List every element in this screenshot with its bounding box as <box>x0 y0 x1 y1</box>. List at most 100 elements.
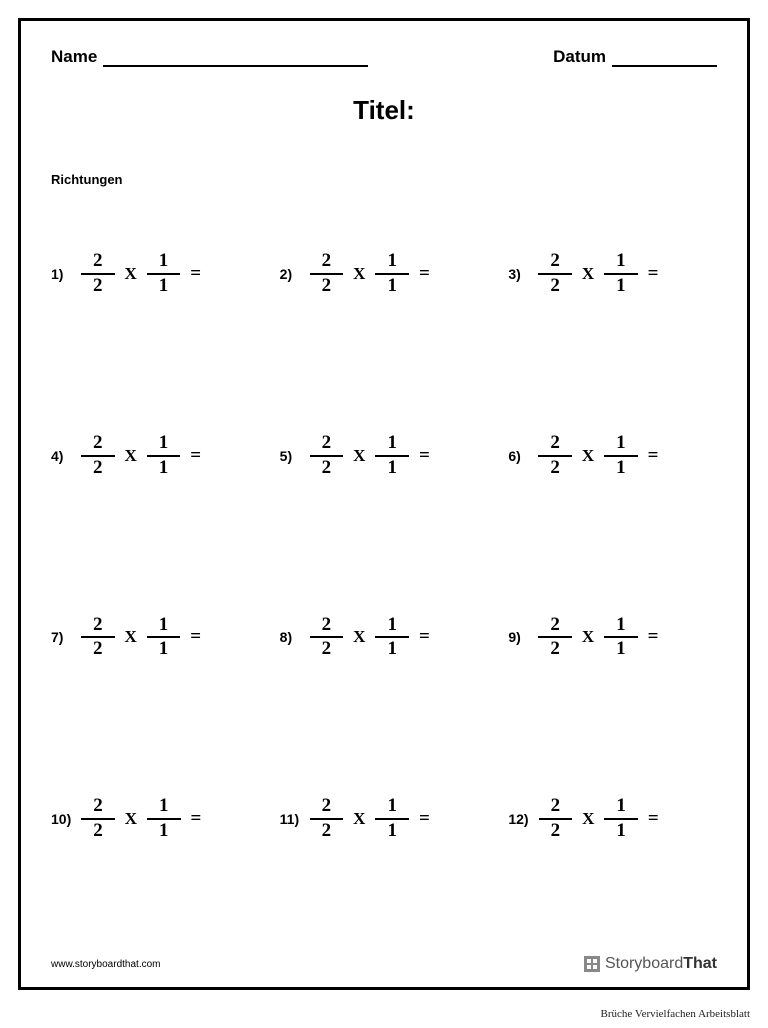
numerator: 1 <box>604 433 638 455</box>
multiply-operator: X <box>125 264 137 284</box>
multiply-operator: X <box>582 446 594 466</box>
numerator: 2 <box>310 433 344 455</box>
fraction-1: 22 <box>310 796 344 842</box>
fraction-2: 11 <box>375 796 409 842</box>
problem-10: 10)22X11= <box>51 796 260 842</box>
fraction-1: 22 <box>538 433 572 479</box>
multiply-operator: X <box>125 627 137 647</box>
numerator: 1 <box>604 796 638 818</box>
multiply-operator: X <box>353 264 365 284</box>
date-field: Datum <box>553 47 717 67</box>
denominator: 1 <box>375 273 409 297</box>
numerator: 2 <box>310 615 344 637</box>
fraction-1: 22 <box>310 251 344 297</box>
problem-1: 1)22X11= <box>51 251 260 297</box>
worksheet-page: Name Datum Titel: Richtungen 1)22X11=2)2… <box>18 18 750 990</box>
fraction-2: 11 <box>604 615 638 661</box>
page-title: Titel: <box>51 95 717 126</box>
logo-text-bold: That <box>683 955 717 973</box>
problem-number: 4) <box>51 448 71 464</box>
numerator: 1 <box>375 796 409 818</box>
numerator: 2 <box>538 251 572 273</box>
problem-number: 7) <box>51 629 71 645</box>
equals-sign: = <box>648 808 659 830</box>
fraction-2: 11 <box>147 251 181 297</box>
denominator: 1 <box>604 273 638 297</box>
problem-4: 4)22X11= <box>51 433 260 479</box>
date-label: Datum <box>553 47 606 67</box>
fraction-2: 11 <box>375 433 409 479</box>
date-input-line[interactable] <box>612 65 717 67</box>
fraction-1: 22 <box>310 615 344 661</box>
problem-12: 12)22X11= <box>508 796 717 842</box>
problem-number: 12) <box>508 811 528 827</box>
denominator: 2 <box>539 818 573 842</box>
problem-6: 6)22X11= <box>508 433 717 479</box>
fraction-1: 22 <box>538 251 572 297</box>
numerator: 2 <box>538 615 572 637</box>
problem-number: 3) <box>508 266 528 282</box>
denominator: 2 <box>310 818 344 842</box>
problem-5: 5)22X11= <box>280 433 489 479</box>
numerator: 2 <box>81 796 115 818</box>
name-field: Name <box>51 47 368 67</box>
problems-grid: 1)22X11=2)22X11=3)22X11=4)22X11=5)22X11=… <box>51 251 717 842</box>
denominator: 1 <box>375 455 409 479</box>
header-row: Name Datum <box>51 47 717 67</box>
problem-number: 11) <box>280 811 300 827</box>
denominator: 1 <box>604 636 638 660</box>
numerator: 1 <box>147 433 181 455</box>
denominator: 1 <box>604 818 638 842</box>
numerator: 1 <box>147 796 181 818</box>
numerator: 1 <box>375 433 409 455</box>
denominator: 2 <box>538 636 572 660</box>
equals-sign: = <box>648 626 659 648</box>
fraction-1: 22 <box>81 796 115 842</box>
denominator: 1 <box>604 455 638 479</box>
numerator: 1 <box>375 251 409 273</box>
problem-number: 5) <box>280 448 300 464</box>
numerator: 1 <box>604 615 638 637</box>
denominator: 1 <box>147 455 181 479</box>
problem-number: 10) <box>51 811 71 827</box>
equals-sign: = <box>648 263 659 285</box>
name-input-line[interactable] <box>103 65 368 67</box>
numerator: 2 <box>538 433 572 455</box>
equals-sign: = <box>190 263 201 285</box>
fraction-2: 11 <box>375 251 409 297</box>
problem-number: 9) <box>508 629 528 645</box>
fraction-1: 22 <box>81 433 115 479</box>
problem-number: 2) <box>280 266 300 282</box>
denominator: 2 <box>81 818 115 842</box>
fraction-2: 11 <box>147 796 181 842</box>
fraction-1: 22 <box>81 615 115 661</box>
fraction-2: 11 <box>147 615 181 661</box>
numerator: 1 <box>147 251 181 273</box>
fraction-2: 11 <box>604 796 638 842</box>
equals-sign: = <box>190 626 201 648</box>
problem-2: 2)22X11= <box>280 251 489 297</box>
denominator: 2 <box>81 455 115 479</box>
fraction-2: 11 <box>375 615 409 661</box>
numerator: 1 <box>375 615 409 637</box>
numerator: 2 <box>310 251 344 273</box>
equals-sign: = <box>419 626 430 648</box>
denominator: 2 <box>538 455 572 479</box>
denominator: 1 <box>147 273 181 297</box>
numerator: 1 <box>604 251 638 273</box>
equals-sign: = <box>191 808 202 830</box>
fraction-2: 11 <box>604 433 638 479</box>
problem-11: 11)22X11= <box>280 796 489 842</box>
problem-number: 6) <box>508 448 528 464</box>
denominator: 2 <box>81 636 115 660</box>
denominator: 2 <box>310 455 344 479</box>
problem-9: 9)22X11= <box>508 615 717 661</box>
problem-number: 1) <box>51 266 71 282</box>
logo-text-light: Storyboard <box>605 955 683 973</box>
denominator: 1 <box>375 818 409 842</box>
multiply-operator: X <box>353 809 365 829</box>
footer-logo: StoryboardThat <box>584 955 717 973</box>
fraction-1: 22 <box>538 615 572 661</box>
footer: www.storyboardthat.com StoryboardThat <box>51 955 717 973</box>
problem-7: 7) 22 X 11 = <box>51 615 260 661</box>
